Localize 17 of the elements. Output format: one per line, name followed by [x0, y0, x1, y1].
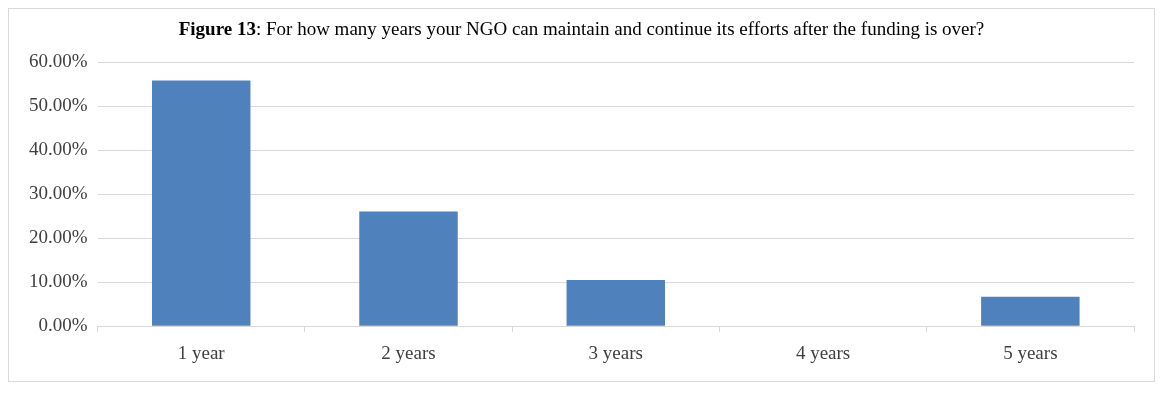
- y-tick-label: 50.00%: [29, 94, 88, 116]
- y-tick-label: 10.00%: [29, 270, 88, 292]
- y-tick-label: 40.00%: [29, 138, 88, 160]
- y-tick-label: 20.00%: [29, 226, 88, 248]
- x-tick-label: 2 years: [381, 341, 436, 363]
- bar: [981, 296, 1080, 326]
- y-tick-label: 0.00%: [38, 314, 88, 336]
- bar: [566, 280, 666, 326]
- x-tick-label: 3 years: [588, 341, 643, 363]
- bar: [151, 80, 251, 326]
- y-tick-label: 60.00%: [29, 50, 88, 72]
- bar: [359, 211, 458, 326]
- x-tick-label: 4 years: [795, 341, 851, 363]
- x-tick-label: 1 year: [177, 341, 226, 363]
- x-tick-label: 5 years: [1003, 341, 1058, 363]
- y-tick-label: 30.00%: [29, 182, 88, 204]
- chart-title: Figure 13: For how many years your NGO can maintain and continue its efforts after the funding is over?: [177, 17, 986, 41]
